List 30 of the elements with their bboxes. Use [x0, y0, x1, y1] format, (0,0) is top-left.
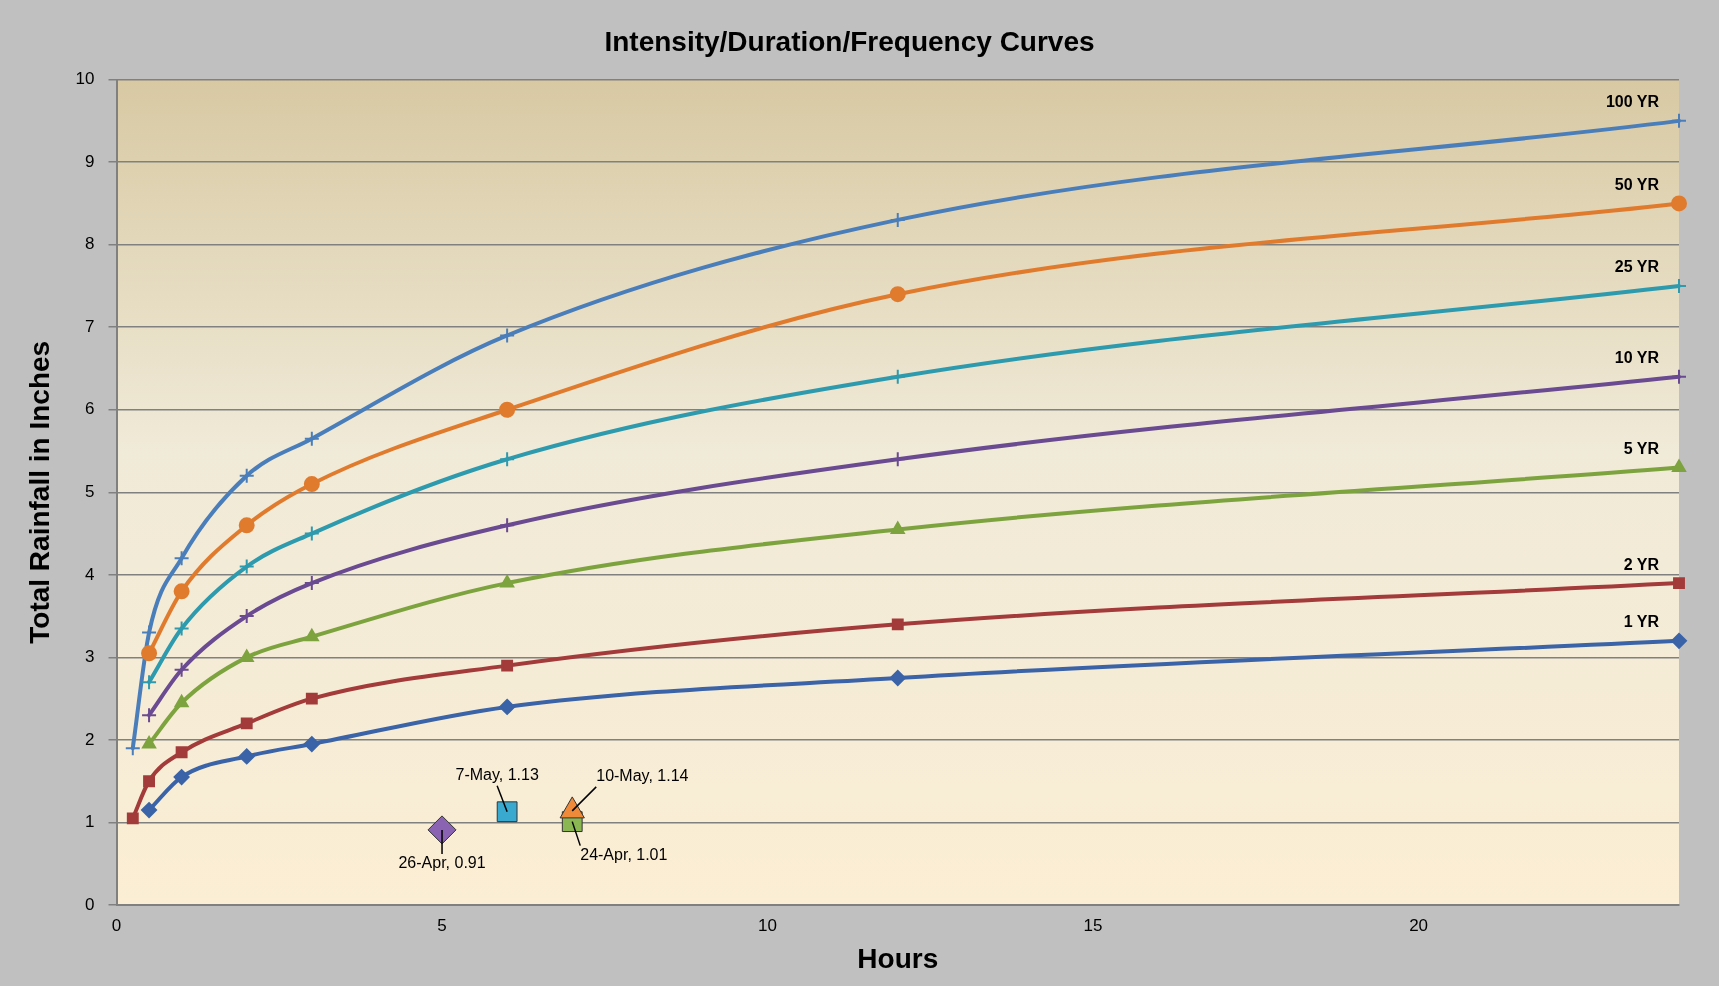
series-label: 1 YR [1623, 613, 1660, 631]
y-tick-label: 5 [85, 481, 95, 501]
annotation: 26-Apr, 0.91 [398, 854, 486, 872]
y-tick-label: 4 [85, 564, 95, 584]
y-tick-label: 6 [85, 399, 95, 419]
series-label: 100 YR [1605, 93, 1660, 111]
chart-title: Intensity/Duration/Frequency Curves [604, 25, 1095, 57]
annotation: 10-May, 1.14 [596, 767, 689, 785]
x-tick-label: 10 [758, 915, 778, 935]
y-tick-label: 1 [85, 812, 95, 832]
y-tick-label: 2 [85, 729, 95, 749]
annotation: 7-May, 1.13 [455, 766, 539, 784]
annotation: 24-Apr, 1.01 [580, 846, 668, 864]
y-tick-label: 8 [85, 234, 95, 254]
x-tick-label: 20 [1409, 915, 1429, 935]
series-label: 10 YR [1614, 349, 1660, 367]
series-label: 25 YR [1614, 258, 1660, 276]
series-label: 5 YR [1623, 439, 1660, 457]
x-tick-label: 5 [437, 915, 447, 935]
y-tick-label: 10 [75, 69, 95, 89]
y-tick-label: 9 [85, 151, 95, 171]
y-tick-label: 7 [85, 316, 95, 336]
y-axis-title: Total Rainfall in Inches [23, 340, 55, 644]
y-tick-label: 3 [85, 647, 95, 667]
series-label: 2 YR [1623, 555, 1660, 573]
x-axis-title: Hours [857, 942, 939, 974]
y-tick-label: 0 [85, 894, 95, 914]
x-tick-label: 0 [111, 915, 122, 935]
series-label: 50 YR [1614, 175, 1660, 193]
x-tick-label: 15 [1083, 915, 1103, 935]
